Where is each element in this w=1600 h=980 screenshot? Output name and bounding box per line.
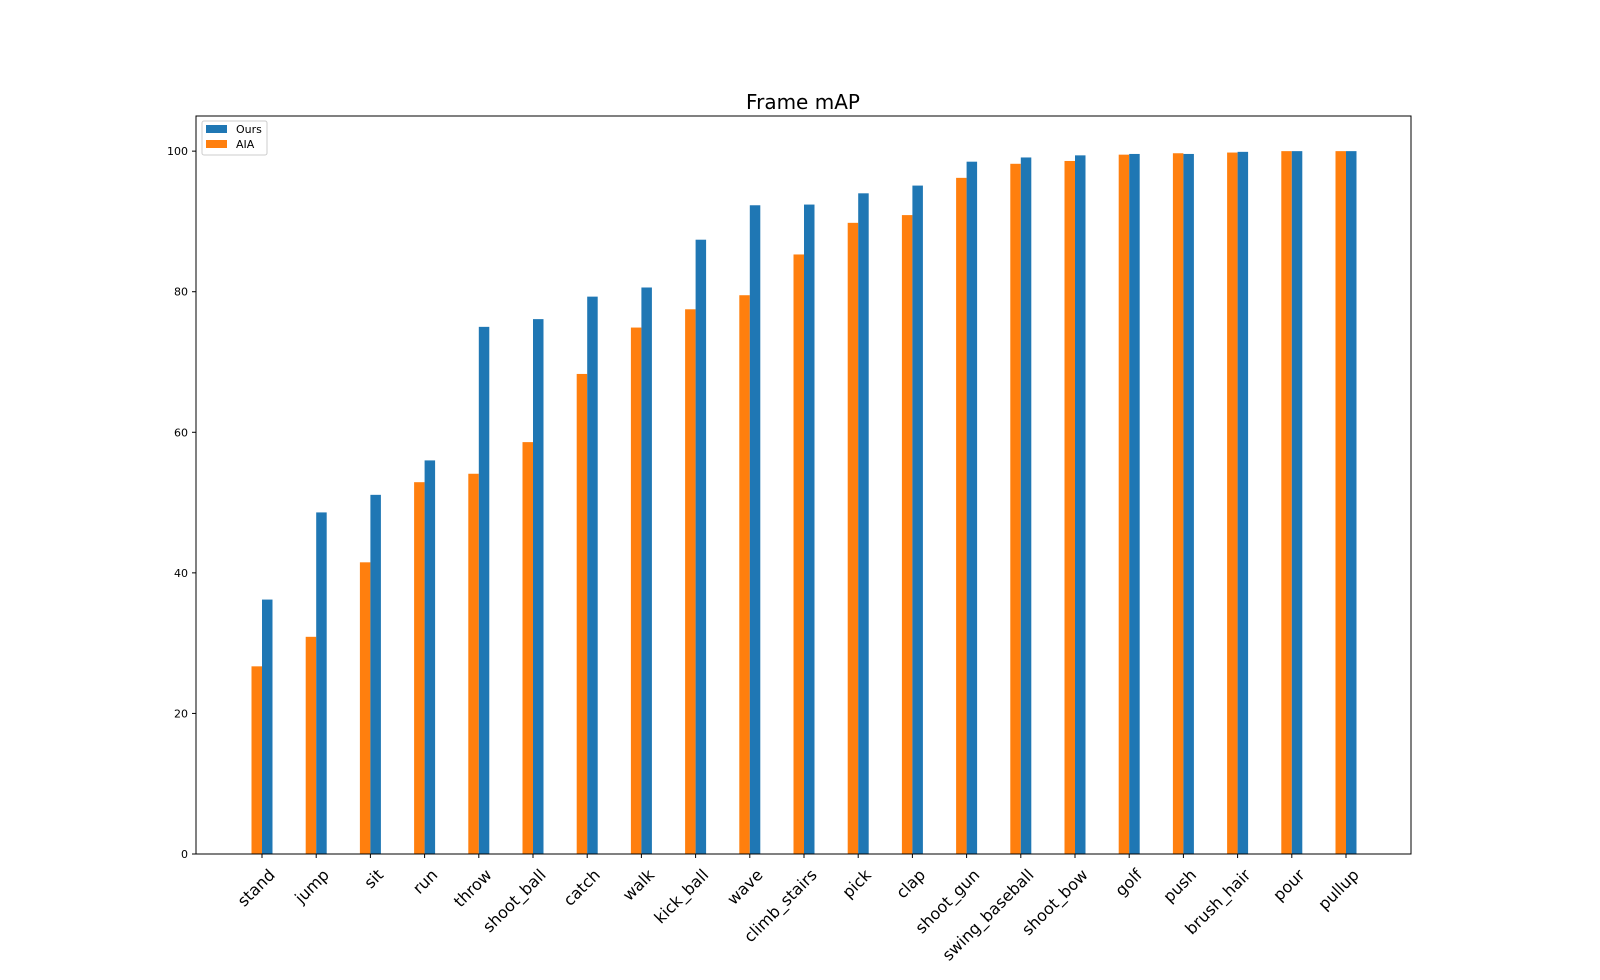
- bar-aia-shoot_ball: [522, 442, 533, 854]
- bar-ours-golf: [1129, 153, 1140, 854]
- x-tick-label-swing_baseball: swing_baseball: [938, 865, 1038, 965]
- x-tick-label-catch: catch: [560, 865, 604, 909]
- chart-title: Frame mAP: [746, 90, 860, 114]
- bar-ours-catch: [587, 296, 598, 854]
- bar-aia-push: [1172, 153, 1184, 854]
- bar-ours-swing_baseball: [1020, 157, 1032, 854]
- y-tick-label-60: 60: [174, 426, 188, 439]
- y-tick-label-80: 80: [174, 286, 188, 299]
- bar-aia-shoot_bow: [1064, 160, 1075, 855]
- bar-aia-swing_baseball: [1010, 163, 1021, 854]
- y-tick-label-20: 20: [174, 707, 188, 720]
- bars-group: [251, 151, 1357, 855]
- bar-ours-clap: [912, 185, 923, 854]
- x-tick-label-pick: pick: [838, 865, 875, 902]
- bar-aia-kick_ball: [685, 309, 696, 854]
- x-tick-label-pour: pour: [1269, 865, 1309, 905]
- legend-swatch-aia: [206, 140, 227, 148]
- bar-aia-run: [414, 482, 425, 854]
- y-axis: 0 20 40 60 80 100: [167, 145, 196, 861]
- x-tick-label-kick_ball: kick_ball: [650, 865, 713, 928]
- bar-ours-wave: [749, 205, 761, 854]
- plot-frame: [195, 115, 1412, 855]
- bar-ours-run: [424, 460, 436, 854]
- bar-ours-shoot_bow: [1075, 155, 1086, 855]
- bar-ours-push: [1183, 153, 1194, 854]
- y-tick-label-40: 40: [174, 567, 188, 580]
- bar-ours-jump: [316, 512, 327, 854]
- x-tick-label-push: push: [1159, 865, 1200, 906]
- bar-aia-shoot_gun: [956, 177, 967, 854]
- bar-ours-brush_hair: [1237, 151, 1249, 855]
- y-tick-label-0: 0: [181, 848, 188, 861]
- bar-ours-climb_stairs: [804, 204, 815, 854]
- bar-ours-shoot_ball: [533, 319, 544, 854]
- bar-aia-walk: [630, 327, 642, 854]
- x-tick-label-stand: stand: [234, 865, 279, 910]
- bar-aia-clap: [901, 215, 913, 855]
- bar-aia-brush_hair: [1227, 152, 1238, 854]
- bar-aia-stand: [251, 666, 262, 854]
- legend: Ours AIA: [201, 120, 268, 156]
- bar-aia-wave: [739, 295, 750, 854]
- bar-aia-pour: [1281, 151, 1292, 855]
- legend-swatch-ours: [206, 125, 227, 133]
- bar-aia-sit: [359, 562, 371, 854]
- x-tick-label-jump: jump: [290, 865, 333, 908]
- x-tick-label-run: run: [409, 865, 441, 897]
- x-tick-label-wave: wave: [723, 865, 766, 908]
- bar-aia-golf: [1118, 154, 1130, 854]
- bar-ours-pick: [858, 193, 869, 855]
- bar-ours-shoot_gun: [966, 161, 978, 854]
- bar-aia-climb_stairs: [793, 254, 804, 854]
- y-tick-label-100: 100: [167, 145, 188, 158]
- bar-ours-stand: [262, 599, 273, 854]
- bar-aia-catch: [576, 373, 588, 854]
- x-tick-label-golf: golf: [1111, 865, 1146, 900]
- x-tick-label-walk: walk: [619, 865, 659, 905]
- bar-aia-jump: [305, 636, 317, 854]
- bar-ours-pullup: [1346, 151, 1357, 855]
- x-tick-label-pullup: pullup: [1314, 865, 1362, 913]
- legend-label-ours: Ours: [236, 123, 262, 136]
- x-tick-label-sit: sit: [360, 865, 387, 892]
- legend-label-aia: AIA: [236, 138, 255, 151]
- bar-ours-pour: [1291, 151, 1303, 855]
- bar-aia-throw: [468, 473, 479, 854]
- x-tick-label-throw: throw: [450, 865, 496, 911]
- bar-ours-throw: [478, 326, 490, 854]
- bar-ours-kick_ball: [695, 239, 707, 854]
- bar-ours-sit: [370, 494, 381, 854]
- x-tick-label-clap: clap: [892, 865, 929, 902]
- bar-aia-pick: [847, 222, 859, 854]
- bar-aia-pullup: [1335, 151, 1346, 855]
- bar-ours-walk: [641, 287, 652, 854]
